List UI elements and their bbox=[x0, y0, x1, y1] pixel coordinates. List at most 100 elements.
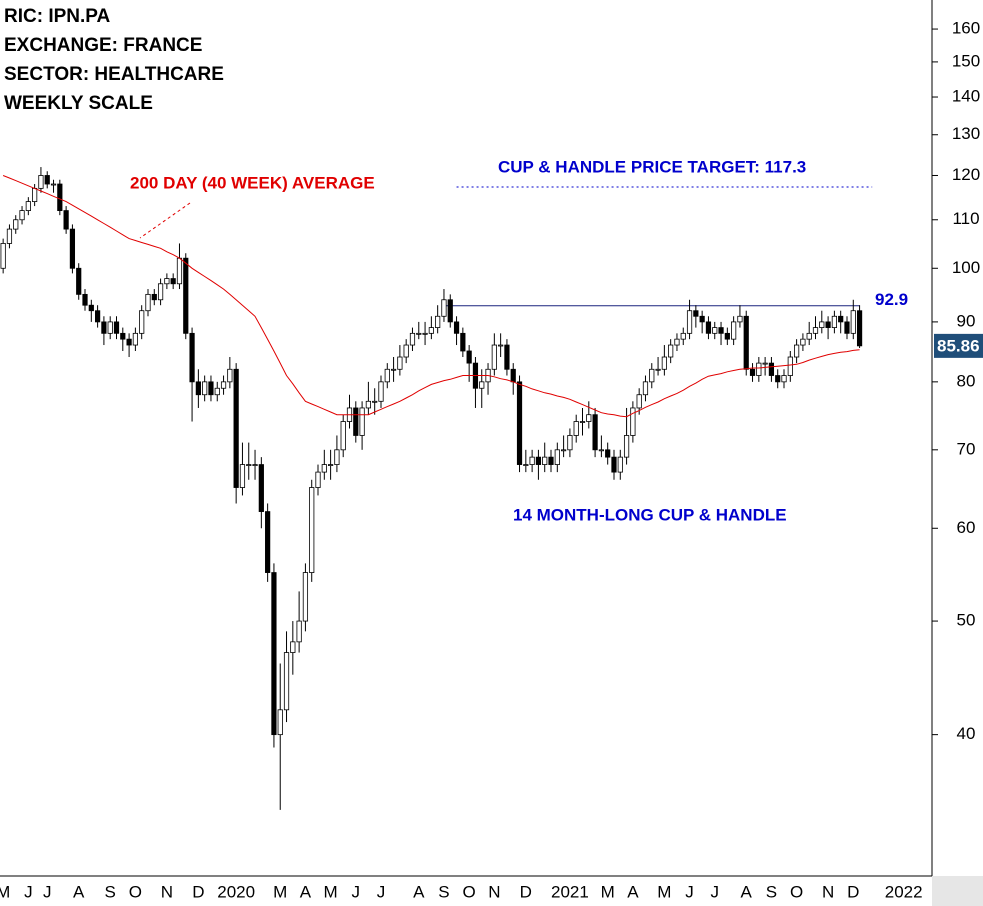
candle-body bbox=[157, 283, 164, 301]
x-tick-label: M bbox=[324, 882, 338, 901]
candle-body bbox=[189, 332, 195, 383]
candle-body bbox=[768, 362, 775, 376]
x-tick-label: O bbox=[790, 882, 803, 901]
candle-body bbox=[390, 368, 397, 371]
candle-body bbox=[617, 456, 623, 473]
y-tick-label: 160 bbox=[952, 19, 980, 38]
candle-body bbox=[800, 338, 806, 346]
candle-body bbox=[586, 414, 592, 422]
candle-body bbox=[592, 414, 598, 451]
ma-label: 200 DAY (40 WEEK) AVERAGE bbox=[130, 173, 375, 192]
candle-body bbox=[567, 435, 573, 451]
candle-body bbox=[699, 315, 705, 323]
candle-body bbox=[6, 228, 13, 244]
candle-body bbox=[365, 400, 371, 409]
x-tick-label: J bbox=[685, 882, 694, 901]
candle-body bbox=[25, 201, 31, 211]
candle-body bbox=[139, 310, 145, 334]
candle-body bbox=[353, 407, 359, 436]
y-tick-label: 50 bbox=[957, 611, 976, 630]
y-tick-label: 130 bbox=[952, 124, 980, 143]
y-tick-label: 60 bbox=[957, 518, 976, 537]
candle-body bbox=[44, 175, 50, 185]
candle-body bbox=[359, 407, 365, 436]
candle-body bbox=[825, 321, 831, 328]
info-line: EXCHANGE: FRANCE bbox=[4, 35, 202, 56]
candle-body bbox=[151, 293, 157, 301]
x-tick-label: O bbox=[129, 882, 142, 901]
candle-body bbox=[107, 321, 113, 334]
candle-body bbox=[781, 375, 787, 383]
candle-body bbox=[321, 464, 327, 473]
candle-body bbox=[435, 315, 441, 328]
candle-body bbox=[315, 471, 321, 488]
candle-body bbox=[397, 356, 403, 370]
candle-body bbox=[277, 709, 283, 736]
candle-body bbox=[674, 338, 680, 346]
candle-body bbox=[693, 310, 699, 317]
candle-body bbox=[69, 228, 76, 269]
candle-body bbox=[850, 310, 856, 334]
candle-body bbox=[479, 381, 485, 389]
candle-body bbox=[88, 304, 94, 312]
candle-body bbox=[831, 315, 837, 328]
last-price-box bbox=[934, 333, 983, 358]
candle-body bbox=[441, 299, 447, 317]
y-tick-label: 40 bbox=[957, 724, 976, 743]
candle-body bbox=[447, 299, 453, 323]
candle-body bbox=[126, 338, 132, 346]
candle-body bbox=[0, 243, 6, 269]
y-tick-label: 80 bbox=[957, 371, 976, 390]
candle-body bbox=[819, 321, 825, 328]
candle-body bbox=[57, 183, 63, 211]
x-tick-label: 2021 bbox=[551, 882, 589, 901]
candle-body bbox=[265, 511, 271, 573]
candle-body bbox=[428, 327, 434, 334]
y-tick-label: 100 bbox=[952, 258, 980, 277]
y-tick-label: 90 bbox=[957, 311, 976, 330]
candle-body bbox=[504, 344, 510, 370]
pattern-label: 14 MONTH-LONG CUP & HANDLE bbox=[513, 505, 787, 524]
x-tick-label: D bbox=[192, 882, 204, 901]
target-label: CUP & HANDLE PRICE TARGET: 117.3 bbox=[498, 157, 806, 176]
ma-pointer bbox=[139, 202, 191, 239]
candle-body bbox=[573, 421, 579, 436]
candle-body bbox=[611, 456, 617, 473]
candle-body bbox=[806, 332, 812, 340]
x-tick-label: M bbox=[273, 882, 287, 901]
candle-body bbox=[561, 449, 567, 452]
x-tick-label: J bbox=[710, 882, 719, 901]
candle-body bbox=[416, 332, 422, 335]
candle-body bbox=[19, 210, 25, 221]
corner-box bbox=[932, 876, 983, 906]
candle-body bbox=[598, 449, 604, 452]
candle-body bbox=[649, 368, 655, 383]
x-tick-label: N bbox=[822, 882, 834, 901]
candle-body bbox=[220, 381, 227, 389]
candle-body bbox=[529, 456, 535, 465]
info-line: WEEKLY SCALE bbox=[4, 93, 153, 114]
candle-body bbox=[271, 572, 277, 736]
candle-body bbox=[523, 464, 529, 466]
candle-body bbox=[737, 315, 743, 323]
candle-body bbox=[239, 464, 246, 488]
candle-body bbox=[856, 310, 863, 347]
info-line: SECTOR: HEALTHCARE bbox=[4, 64, 224, 85]
y-tick-label: 150 bbox=[952, 51, 980, 70]
candle-body bbox=[712, 327, 718, 334]
candle-body bbox=[630, 407, 636, 436]
x-tick-label: J bbox=[377, 882, 386, 901]
candle-body bbox=[535, 456, 542, 465]
candle-body bbox=[214, 387, 220, 396]
candle-body bbox=[246, 464, 252, 466]
candle-body bbox=[460, 332, 466, 352]
candle-body bbox=[422, 332, 428, 335]
candle-body bbox=[32, 187, 38, 202]
candle-body bbox=[491, 344, 497, 370]
candle-body bbox=[76, 267, 82, 295]
x-tick-label: N bbox=[488, 882, 500, 901]
x-tick-label: A bbox=[741, 882, 753, 901]
candle-body bbox=[762, 362, 768, 365]
x-tick-label: M bbox=[0, 882, 10, 901]
candle-body bbox=[409, 332, 416, 346]
